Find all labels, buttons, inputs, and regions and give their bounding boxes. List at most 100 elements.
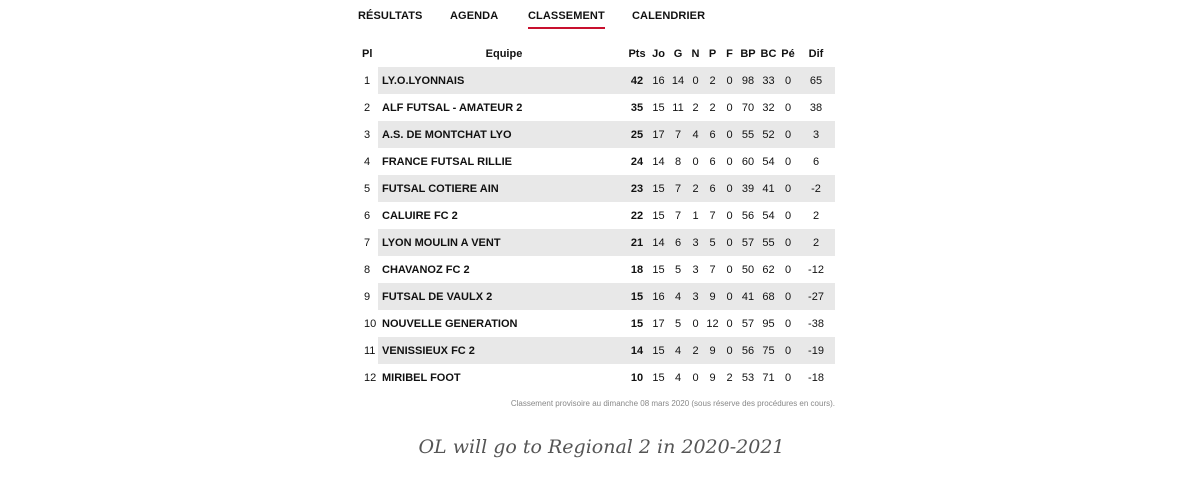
cell-rank: 8	[364, 263, 371, 276]
cell-played: 15	[652, 101, 665, 114]
cell-team-name: ALF FUTSAL - AMATEUR 2	[382, 101, 523, 114]
cell-goals-against: 54	[762, 155, 775, 168]
cell-won: 7	[674, 128, 682, 141]
cell-goals-for: 56	[741, 209, 755, 222]
cell-drawn: 2	[692, 182, 699, 195]
cell-team-name: CALUIRE FC 2	[382, 209, 458, 222]
cell-rank: 4	[364, 155, 371, 168]
cell-goals-for: 60	[741, 155, 755, 168]
table-row: 10 NOUVELLE GENERATION 15 17 5 0 12 0 57 95 0 -38	[358, 310, 835, 337]
cell-forfeit: 2	[726, 371, 733, 384]
cell-drawn: 0	[692, 317, 699, 330]
cell-won: 8	[674, 155, 682, 168]
cell-penalty: 0	[784, 128, 792, 141]
cell-lost: 12	[706, 317, 719, 330]
cell-goals-against: 68	[762, 290, 775, 303]
cell-team-name: FUTSAL DE VAULX 2	[382, 290, 493, 303]
cell-goals-against: 55	[762, 236, 775, 249]
cell-forfeit: 0	[726, 74, 733, 87]
cell-goal-diff: -27	[808, 290, 824, 303]
cell-points: 10	[630, 371, 644, 384]
cell-team-name: FRANCE FUTSAL RILLIE	[382, 155, 512, 168]
cell-won: 11	[672, 101, 684, 114]
cell-team-name: LY.O.LYONNAIS	[382, 74, 465, 87]
tab-classement[interactable]: CLASSEMENT	[528, 10, 605, 29]
cell-rank: 9	[358, 283, 378, 310]
cell-lost: 2	[709, 101, 716, 114]
col-header-pts: Pts	[628, 48, 646, 60]
tab-resultats[interactable]: RÉSULTATS	[358, 10, 423, 22]
cell-goal-diff: -2	[811, 182, 821, 195]
cell-goals-against: 41	[762, 182, 775, 195]
cell-played: 14	[652, 155, 665, 168]
cell-drawn: 0	[692, 371, 699, 384]
cell-rank: 6	[364, 209, 371, 222]
cell-lost: 9	[709, 371, 716, 384]
cell-rank: 10	[364, 317, 377, 330]
col-header-n: N	[691, 48, 700, 60]
cell-forfeit: 0	[726, 317, 733, 330]
cell-penalty: 0	[784, 101, 792, 114]
tab-calendrier[interactable]: CALENDRIER	[632, 10, 706, 22]
col-header-dif: Dif	[808, 48, 824, 60]
standings-body: 1 LY.O.LYONNAIS 42 16 14 0 2 0 98 33 0 65 2 ALF FUTSA…	[358, 67, 835, 391]
cell-goals-against: 95	[762, 317, 775, 330]
cell-goals-for: 41	[741, 290, 755, 303]
table-header: Pl Equipe Pts Jo G N P F BP BC Pé Dif	[358, 41, 835, 67]
cell-penalty: 0	[784, 182, 792, 195]
cell-goals-against: 52	[762, 128, 775, 141]
cell-lost: 9	[709, 290, 716, 303]
cell-points: 14	[630, 344, 644, 357]
cell-forfeit: 0	[726, 209, 733, 222]
col-header-pl: Pl	[362, 48, 373, 60]
cell-won: 4	[674, 344, 682, 357]
cell-drawn: 3	[692, 236, 699, 249]
cell-penalty: 0	[784, 236, 792, 249]
cell-points: 22	[630, 209, 644, 222]
cell-goals-for: 98	[741, 74, 755, 87]
cell-lost: 2	[709, 74, 716, 87]
cell-played: 16	[652, 74, 665, 87]
table-row: 2 ALF FUTSAL - AMATEUR 2 35 15 11 2 2 0 70 32 0 38	[358, 94, 835, 121]
cell-lost: 7	[709, 209, 716, 222]
cell-won: 4	[674, 371, 682, 384]
cell-team-name: FUTSAL COTIERE AIN	[382, 182, 499, 195]
standings-note: Classement provisoire au dimanche 08 mar…	[510, 399, 835, 408]
cell-goals-against: 54	[762, 209, 775, 222]
cell-penalty: 0	[784, 290, 792, 303]
cell-penalty: 0	[784, 209, 792, 222]
tab-agenda[interactable]: AGENDA	[450, 10, 499, 22]
col-header-bc: BC	[760, 48, 777, 60]
cell-penalty: 0	[784, 263, 792, 276]
cell-penalty: 0	[784, 74, 792, 87]
cell-goals-against: 75	[762, 344, 775, 357]
cell-penalty: 0	[784, 371, 792, 384]
col-header-p: P	[708, 48, 717, 60]
cell-played: 17	[652, 128, 665, 141]
cell-played: 16	[652, 290, 665, 303]
cell-goals-for: 56	[741, 344, 755, 357]
cell-rank: 7	[358, 229, 378, 256]
cell-won: 14	[671, 74, 685, 87]
cell-played: 15	[652, 371, 665, 384]
cell-lost: 9	[709, 344, 716, 357]
cell-goal-diff: -19	[808, 344, 824, 357]
cell-goals-for: 39	[741, 182, 755, 195]
col-header-pe: Pé	[781, 48, 795, 60]
cell-played: 15	[652, 263, 665, 276]
cell-goal-diff: 3	[812, 128, 820, 141]
cell-won: 4	[674, 290, 682, 303]
table-row: 5 FUTSAL COTIERE AIN 23 15 7 2 6 0 39 41 0 -2	[358, 175, 835, 202]
cell-rank: 11	[358, 337, 378, 364]
cell-points: 21	[630, 236, 644, 249]
cell-points: 15	[630, 317, 644, 330]
cell-team-name: A.S. DE MONTCHAT LYO	[382, 128, 512, 141]
table-row: 8 CHAVANOZ FC 2 18 15 5 3 7 0 50 62 0 -12	[358, 256, 835, 283]
cell-drawn: 3	[692, 290, 699, 303]
cell-goals-for: 70	[741, 101, 755, 114]
cell-drawn: 0	[692, 155, 699, 168]
cell-penalty: 0	[784, 317, 792, 330]
cell-forfeit: 0	[726, 182, 733, 195]
cell-played: 15	[652, 182, 665, 195]
cell-forfeit: 0	[726, 128, 733, 141]
